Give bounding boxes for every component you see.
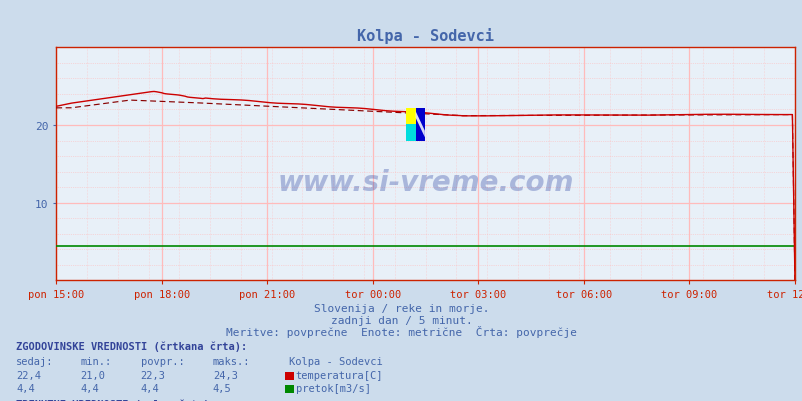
Text: pretok[m3/s]: pretok[m3/s] xyxy=(295,383,370,393)
Text: 4,5: 4,5 xyxy=(213,383,231,393)
Text: ZGODOVINSKE VREDNOSTI (črtkana črta):: ZGODOVINSKE VREDNOSTI (črtkana črta): xyxy=(16,340,247,351)
Text: Meritve: povprečne  Enote: metrične  Črta: povprečje: Meritve: povprečne Enote: metrične Črta:… xyxy=(225,325,577,337)
Text: 22,3: 22,3 xyxy=(140,371,165,381)
Text: povpr.:: povpr.: xyxy=(140,356,184,366)
Bar xyxy=(406,109,415,125)
Text: 4,4: 4,4 xyxy=(80,383,99,393)
Bar xyxy=(415,109,424,141)
Text: 22,4: 22,4 xyxy=(16,371,41,381)
Text: www.si-vreme.com: www.si-vreme.com xyxy=(277,169,573,197)
Text: min.:: min.: xyxy=(80,356,111,366)
Text: 24,3: 24,3 xyxy=(213,371,237,381)
Text: 21,0: 21,0 xyxy=(80,371,105,381)
Text: Kolpa - Sodevci: Kolpa - Sodevci xyxy=(289,356,383,366)
Text: maks.:: maks.: xyxy=(213,356,250,366)
Bar xyxy=(406,125,415,141)
Polygon shape xyxy=(415,112,424,138)
Text: Slovenija / reke in morje.: Slovenija / reke in morje. xyxy=(314,303,488,313)
Text: 4,4: 4,4 xyxy=(16,383,34,393)
Title: Kolpa - Sodevci: Kolpa - Sodevci xyxy=(357,28,493,44)
Text: zadnji dan / 5 minut.: zadnji dan / 5 minut. xyxy=(330,315,472,325)
Text: TRENUTNE VREDNOSTI (polna črta):: TRENUTNE VREDNOSTI (polna črta): xyxy=(16,399,216,401)
Text: temperatura[C]: temperatura[C] xyxy=(295,371,383,381)
Text: 4,4: 4,4 xyxy=(140,383,159,393)
Text: sedaj:: sedaj: xyxy=(16,356,54,366)
